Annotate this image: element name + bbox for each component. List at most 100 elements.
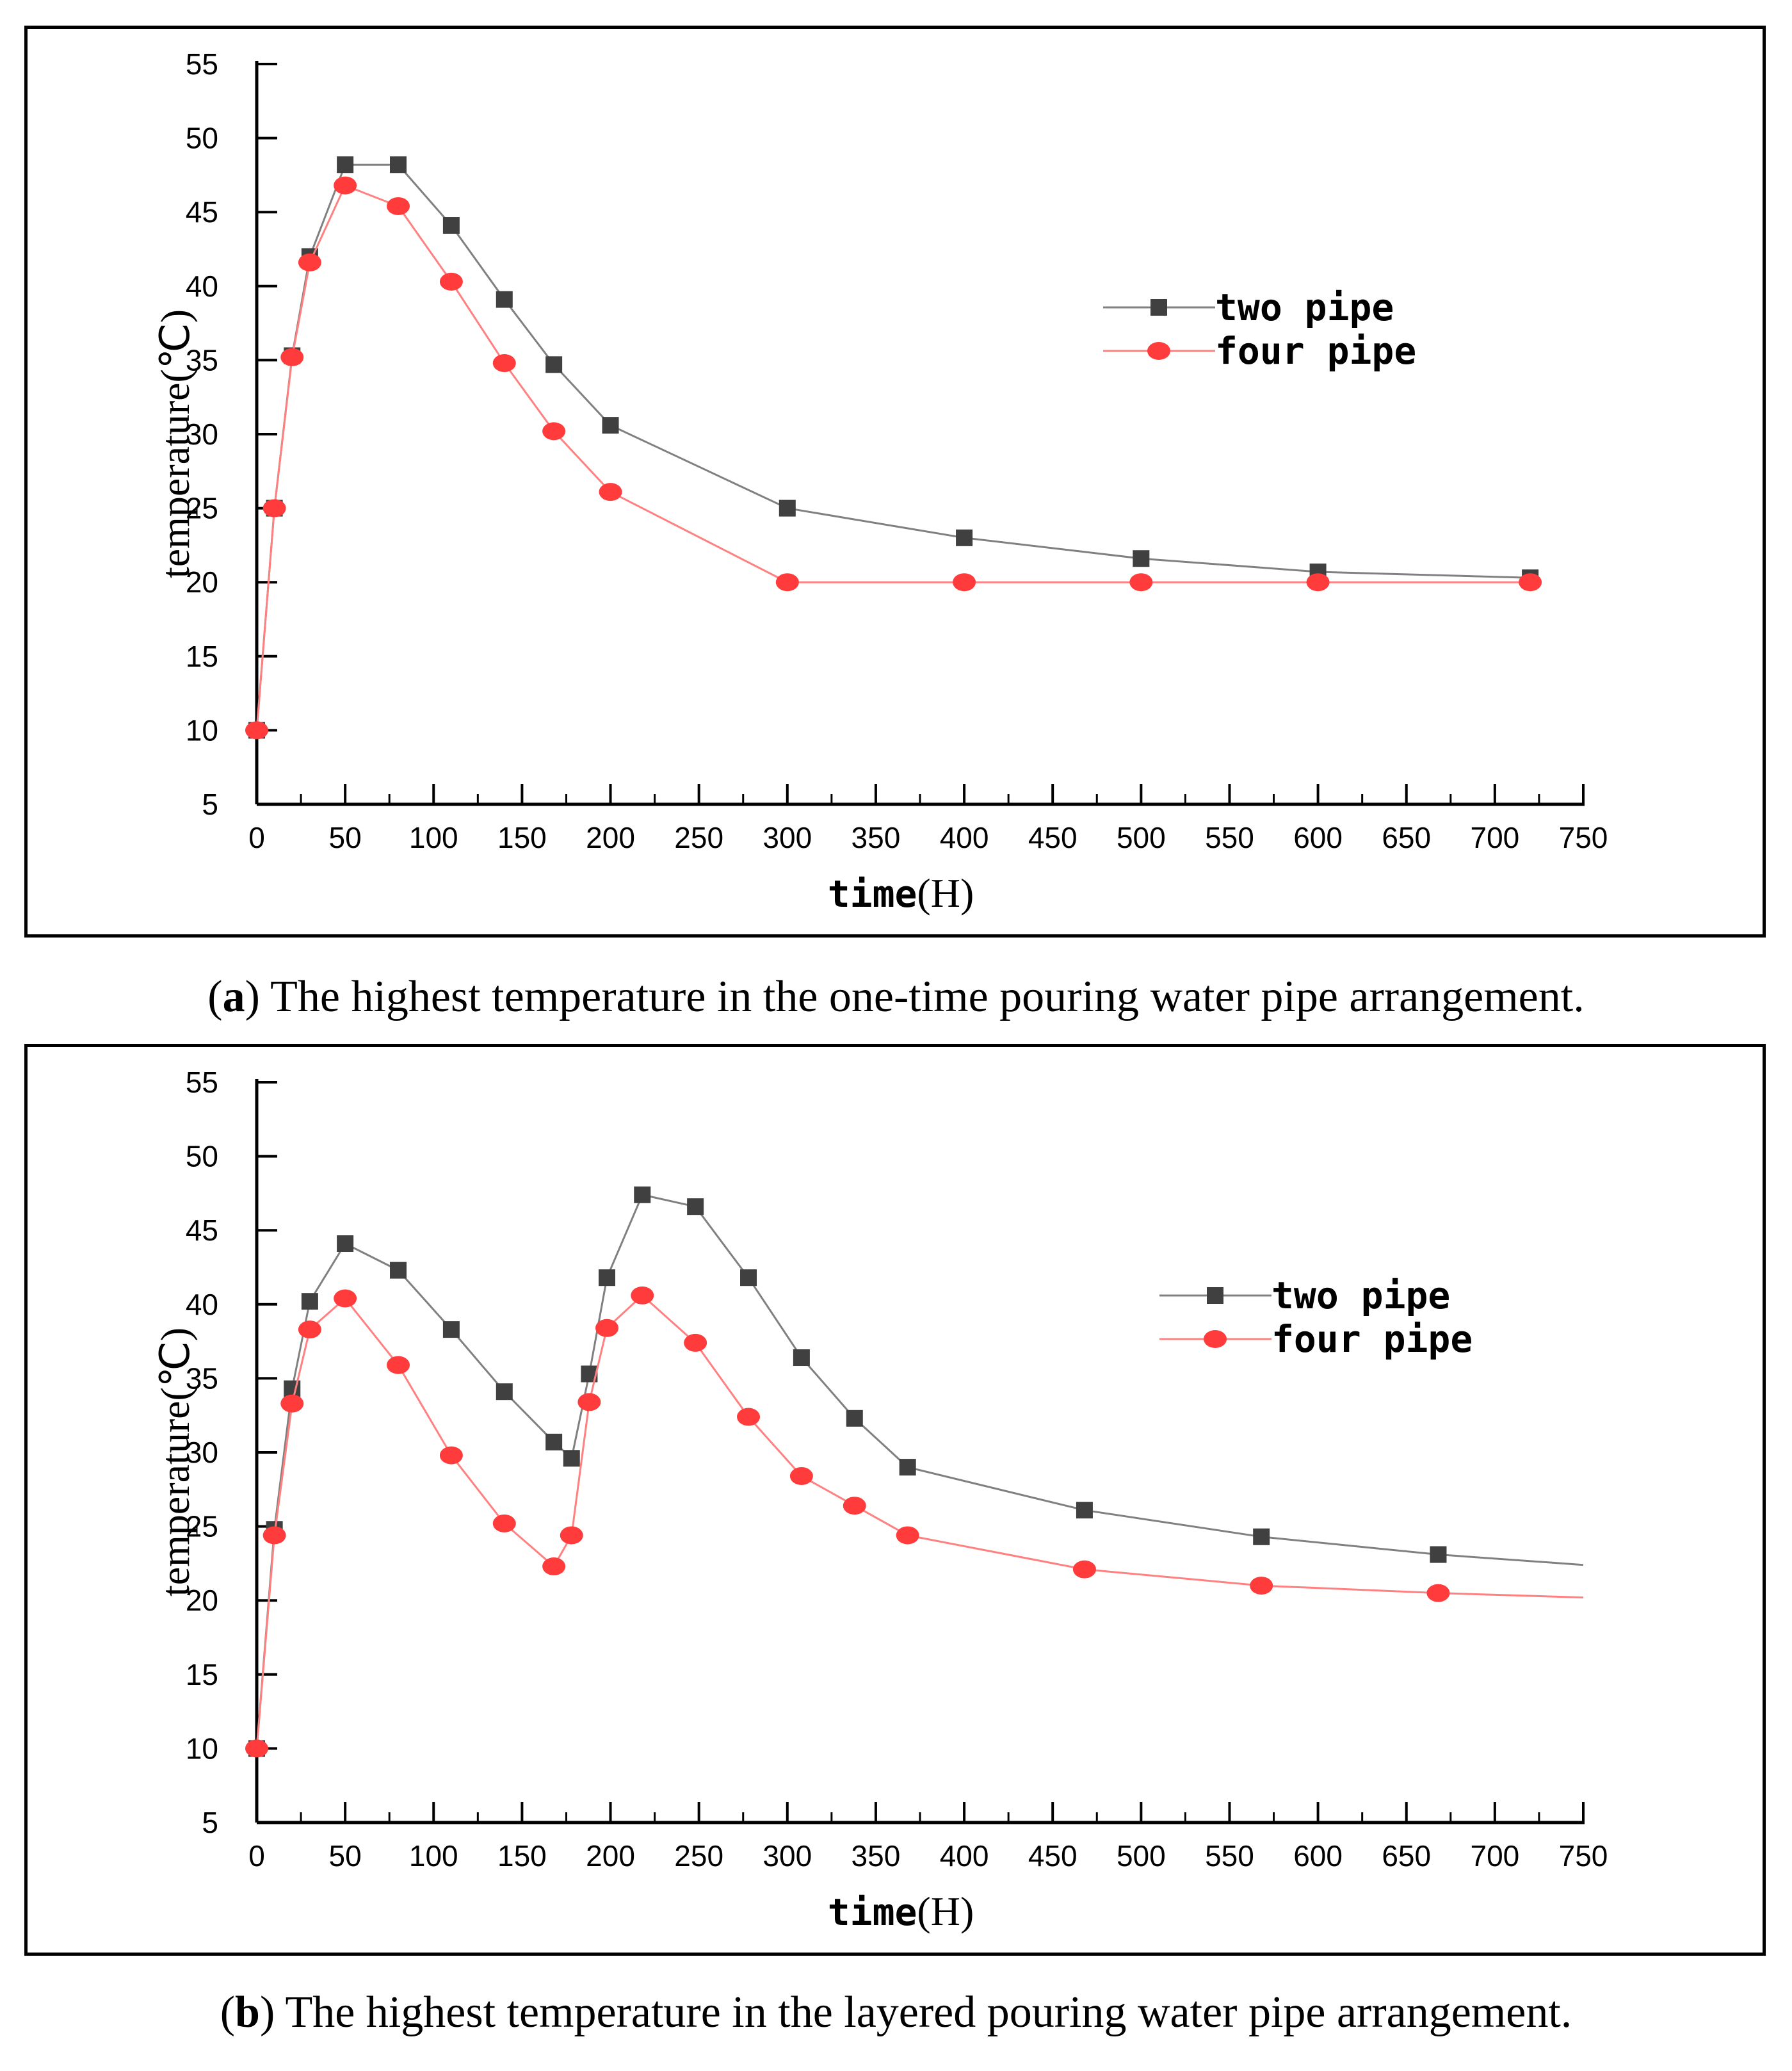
chart-a-series-four-pipe-point (1519, 573, 1542, 592)
chart-a-legend-two-pipe-marker (1150, 299, 1167, 316)
caption-b-label: b (235, 1988, 260, 2037)
chart-a-series-four-pipe-point (245, 721, 268, 740)
chart-a-series-two-pipe-point (545, 356, 563, 373)
chart-a-series-two-pipe-point (602, 417, 619, 434)
chart-b-series-four-pipe-point (262, 1526, 286, 1545)
chart-a-series-four-pipe-point (262, 499, 286, 517)
chart-a-series-four-pipe-point (953, 573, 976, 592)
chart-b-y-axis-label: temperature(℃) (152, 1328, 198, 1596)
chart-b-legend-two-pipe-marker (1207, 1287, 1223, 1304)
chart-a-series-two-pipe-point (1133, 550, 1150, 567)
caption-a-label: a (222, 972, 245, 1021)
chart-b-series-two-pipe-point (442, 1321, 460, 1338)
chart-a-x-tick-label: 600 (1293, 821, 1343, 854)
chart-a-series-two-pipe-point (779, 499, 796, 517)
chart-b-x-tick-label: 250 (674, 1839, 723, 1872)
chart-b-x-axis-label-unit: (H) (917, 1888, 974, 1934)
chart-b-x-tick-label: 750 (1559, 1839, 1608, 1872)
chart-panel-a: 5 10 15 20 25 30 35 40 45 50 55 0 50 100 150 200 250 300 3… (24, 26, 1766, 938)
chart-b-series-two-pipe-point (793, 1349, 810, 1367)
chart-b-y-tick-label: 5 (202, 1806, 218, 1839)
chart-a-series-four-pipe-point (439, 272, 463, 291)
chart-a-y-tick-label: 10 (186, 713, 218, 747)
chart-b-legend-four-pipe-label: four pipe (1271, 1317, 1473, 1361)
chart-b-series-four-pipe-point (631, 1286, 654, 1304)
chart-a-x-axis-label-unit: (H) (917, 870, 974, 916)
chart-b-y-tick-label: 50 (186, 1140, 218, 1173)
chart-b-y-tick-label: 55 (186, 1066, 218, 1099)
chart-b-y-tick-label: 40 (186, 1288, 218, 1321)
chart-a-legend-two-pipe-label: two pipe (1215, 286, 1394, 329)
chart-b-x-tick-label: 450 (1028, 1839, 1078, 1872)
chart-b-x-tick-label: 300 (763, 1839, 812, 1872)
chart-b-series-two-pipe-point (337, 1235, 354, 1253)
chart-a-x-tick-label: 50 (329, 821, 362, 854)
chart-a-series-four-pipe-point (1129, 573, 1153, 592)
chart-a-legend-four-pipe-label: four pipe (1215, 329, 1416, 373)
chart-b-series-four-pipe-point (1250, 1577, 1273, 1595)
chart-b-y-tick-label: 10 (186, 1732, 218, 1765)
chart-b-y-tick-label: 30 (186, 1436, 218, 1469)
chart-b-x-tick-label: 700 (1470, 1839, 1519, 1872)
chart-b-x-tick-label: 350 (852, 1839, 901, 1872)
chart-b-series-two-pipe-point (634, 1186, 651, 1203)
chart-b-x-tick-label: 100 (409, 1839, 458, 1872)
chart-a-series-two-pipe-point (442, 217, 460, 234)
chart-a-x-tick-label: 100 (409, 821, 458, 854)
chart-b-series-four-pipe-point (560, 1526, 583, 1545)
chart-b-series-four-pipe-line (255, 1294, 1584, 1749)
chart-a-y-tick-label: 40 (186, 270, 218, 303)
chart-a-x-tick-label: 250 (674, 821, 723, 854)
chart-b-series-four-pipe-point (843, 1497, 866, 1515)
chart-b-series-four-pipe-point (334, 1289, 357, 1308)
chart-b-series-four-pipe-point (789, 1466, 813, 1485)
chart-b-series-two-pipe-point (740, 1269, 757, 1287)
chart-b-y-tick-label: 25 (186, 1510, 218, 1543)
chart-panel-b: 5 10 15 20 25 30 35 40 45 50 55 0 50 100 150 200 250 300 3… (24, 1044, 1766, 1956)
chart-b-series-four-pipe-point (542, 1557, 566, 1576)
chart-b-series-four-pipe-point (684, 1333, 707, 1352)
chart-b-y-tick-label: 45 (186, 1214, 218, 1247)
chart-b-x-tick-label: 150 (497, 1839, 547, 1872)
chart-b-series-two-pipe-point (1430, 1546, 1447, 1563)
chart-a-y-tick-label: 25 (186, 492, 218, 525)
chart-a-y-tick-label: 50 (186, 122, 218, 155)
chart-a-series-two-pipe-point (956, 529, 973, 546)
chart-a-x-tick-label: 400 (940, 821, 989, 854)
chart-a-x-tick-label: 750 (1559, 821, 1608, 854)
chart-a-x-tick-label: 0 (248, 821, 265, 854)
chart-b-series-two-pipe-point (899, 1459, 916, 1476)
chart-b-series-four-pipe-point (387, 1356, 410, 1374)
chart-a-series-four-pipe-point (775, 573, 799, 592)
chart-a-series-four-pipe-point (334, 176, 357, 195)
chart-b-series-two-pipe-point (563, 1450, 580, 1467)
chart-b-x-tick-label: 500 (1117, 1839, 1166, 1872)
chart-a-x-tick-label: 350 (852, 821, 901, 854)
chart-a-series-two-pipe-line (255, 163, 1531, 731)
chart-a-y-tick-label: 35 (186, 343, 218, 377)
chart-b-x-axis-label-main: time (828, 1890, 917, 1934)
chart-b-x-tick-label: 650 (1382, 1839, 1431, 1872)
chart-b-series-two-pipe-point (687, 1198, 704, 1215)
chart-b-series-two-pipe-point (545, 1433, 563, 1450)
chart-b-y-tick-label: 15 (186, 1658, 218, 1691)
chart-a-x-tick-label: 700 (1470, 821, 1519, 854)
chart-b-series-two-pipe-point (1253, 1528, 1270, 1545)
caption-a: (a) The highest temperature in the one-t… (207, 972, 1585, 1021)
chart-a-y-tick-label: 20 (186, 565, 218, 599)
chart-b-series-two-pipe-point (1076, 1502, 1093, 1519)
chart-b-series-four-pipe-point (1426, 1584, 1450, 1602)
chart-b-x-tick-label: 200 (586, 1839, 635, 1872)
chart-a-y-tick-label: 5 (202, 788, 218, 821)
caption-b-text: The highest temperature in the layered p… (275, 1988, 1572, 2037)
chart-a-y-tick-label: 45 (186, 195, 218, 229)
chart-a-series-four-pipe-line (255, 184, 1531, 731)
chart-b-series-four-pipe-point (492, 1514, 516, 1532)
chart-a-series-two-pipe-point (337, 156, 354, 174)
chart-b-series-two-pipe-point (390, 1262, 407, 1279)
chart-a-series-four-pipe-point (542, 422, 566, 441)
chart-a-x-axis-label-main: time (828, 872, 917, 916)
chart-a-series-two-pipe-point (496, 291, 513, 308)
chart-b-series-two-pipe-point (301, 1293, 318, 1310)
chart-a-y-axis-label: temperature(℃) (152, 309, 198, 578)
